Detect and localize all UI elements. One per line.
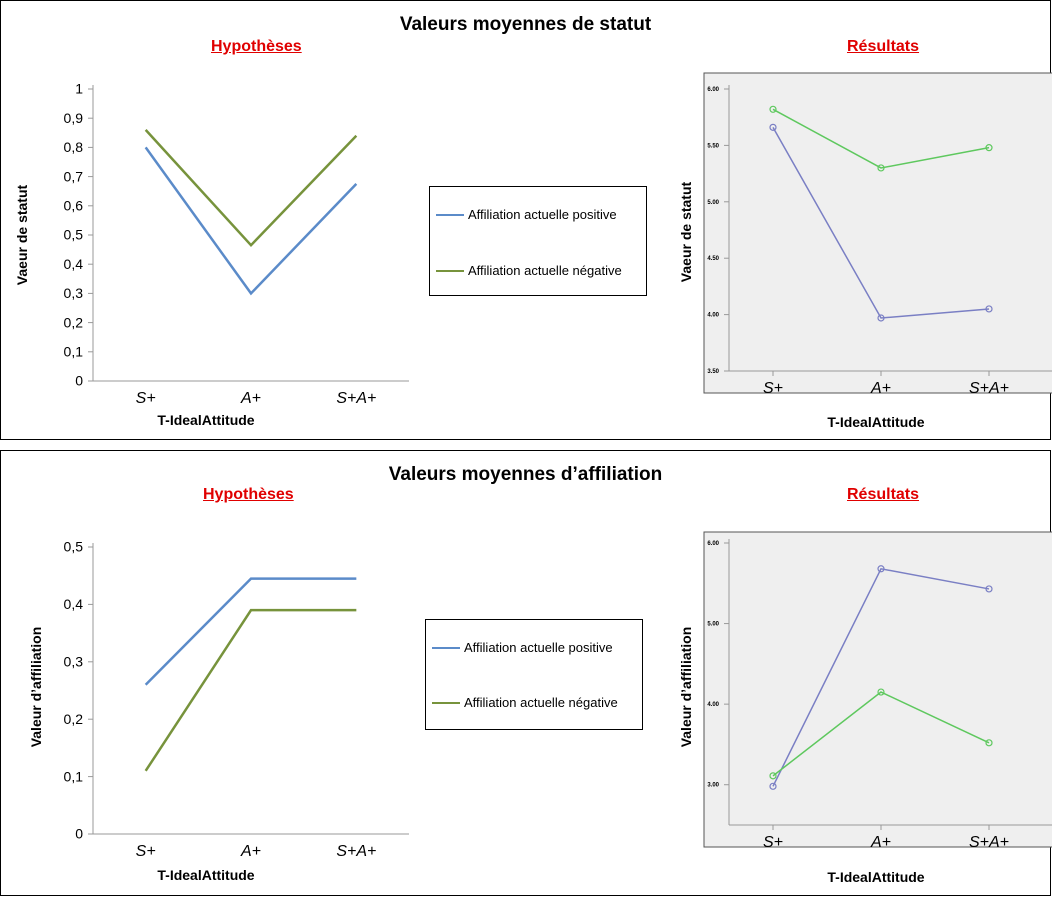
data-point-positive [985, 585, 993, 593]
legend-label-positive: Affiliation actuelle positive [468, 207, 617, 222]
series-line-positive [144, 146, 358, 296]
data-point-negative [877, 688, 885, 696]
y-tick-label: 0,4 [64, 256, 84, 272]
affiliation-legend-negative: Affiliation actuelle négative [432, 695, 618, 710]
y-tick-label: 0,2 [64, 711, 84, 727]
y-tick-label: 0,2 [64, 314, 84, 330]
y-tick-label: 0,5 [64, 539, 84, 555]
y-tick-label: 5.00 [707, 200, 719, 206]
x-axis-title: T-IdealAttitude [827, 869, 924, 885]
x-category-label: S+A+ [336, 843, 376, 860]
legend-line-positive-icon [432, 646, 460, 649]
status-legend-negative: Affiliation actuelle négative [436, 263, 622, 278]
y-axis-title: Vaeur de statut [14, 184, 30, 285]
series-line-negative [144, 608, 357, 772]
y-tick-label: 4.00 [707, 702, 719, 708]
data-point-positive [877, 565, 885, 573]
x-category-label: S+ [136, 390, 156, 407]
status-results-title: Résultats [847, 38, 920, 55]
y-tick-label: 0 [75, 826, 83, 842]
x-category-label: S+ [136, 843, 156, 860]
x-category-label: A+ [240, 843, 261, 860]
y-tick-label: 0,1 [64, 768, 84, 784]
y-tick-label: 3.50 [707, 369, 719, 375]
status-legend: Affiliation actuelle positive Affiliatio… [429, 186, 647, 296]
y-tick-label: 1 [75, 81, 83, 97]
y-tick-label: 0,8 [64, 139, 84, 155]
status-hypotheses-title: Hypothèses [211, 38, 302, 55]
y-tick-label: 0,5 [64, 227, 84, 243]
affiliation-results-title: Résultats [847, 486, 920, 503]
affiliation-legend: Affiliation actuelle positive Affiliatio… [425, 619, 643, 730]
y-tick-label: 5.50 [707, 143, 719, 149]
y-tick-label: 0,1 [64, 343, 84, 359]
y-tick-label: 4.50 [707, 256, 719, 262]
data-point-positive [769, 123, 777, 131]
y-tick-label: 5.00 [707, 622, 719, 628]
status-panel-title: Valeurs moyennes de statut [399, 14, 652, 35]
data-point-negative [877, 164, 885, 172]
y-tick-label: 0,3 [64, 653, 84, 669]
y-tick-label: 6.00 [707, 541, 719, 547]
series-line-positive [144, 577, 357, 686]
plot-background [703, 72, 1052, 394]
y-tick-label: 3.00 [707, 783, 719, 789]
affiliation-results-chart: 3.004.005.006.00S+ A+ S+A+T-IdealAttitudeV… [678, 531, 1052, 885]
series-line-negative [772, 691, 990, 777]
series-line-positive [772, 126, 990, 319]
x-axis-title: T-IdealAttitude [157, 412, 254, 428]
legend-line-positive-icon [436, 213, 464, 216]
y-tick-label: 0,9 [64, 110, 84, 126]
data-point-negative [769, 772, 777, 780]
status-legend-positive: Affiliation actuelle positive [436, 207, 617, 222]
y-tick-label: 0 [75, 373, 83, 389]
y-tick-label: 0,4 [64, 596, 84, 612]
x-category-label: S+ [763, 380, 783, 397]
series-line-positive [772, 567, 990, 787]
x-category-label: S+ [763, 834, 783, 851]
y-tick-label: 0,6 [64, 197, 84, 213]
x-category-label: A+ [870, 380, 891, 397]
x-axis-title: T-IdealAttitude [827, 414, 924, 430]
legend-line-negative-icon [432, 701, 460, 704]
x-category-label: S+A+ [969, 380, 1009, 397]
y-tick-label: 4.00 [707, 313, 719, 319]
x-axis-title: T-IdealAttitude [157, 867, 254, 883]
affiliation-hypotheses-title: Hypothèses [203, 486, 294, 503]
affiliation-legend-positive: Affiliation actuelle positive [432, 640, 613, 655]
plot-background [703, 531, 1052, 848]
data-point-negative [985, 739, 993, 747]
y-axis-title: Valeur d’affiliation [28, 627, 44, 748]
legend-line-negative-icon [436, 269, 464, 272]
y-tick-label: 6.00 [707, 87, 719, 93]
affiliation-hypotheses-chart: 00,10,20,30,40,5S+ A+ S+A+T-IdealAttitudeV… [28, 539, 409, 883]
series-line-negative [144, 129, 358, 248]
legend-label-positive: Affiliation actuelle positive [464, 640, 613, 655]
y-tick-label: 0,3 [64, 285, 84, 301]
x-category-label: S+A+ [336, 390, 376, 407]
x-category-label: S+A+ [969, 834, 1009, 851]
data-point-positive [769, 782, 777, 790]
status-panel: Valeurs moyennes de statut Hypothèses Ré… [0, 0, 1052, 440]
y-axis-title: Valeur d’affiliation [678, 627, 694, 748]
affiliation-panel: Valeurs moyennes d’affiliation Hypothèse… [0, 450, 1052, 896]
x-category-label: A+ [870, 834, 891, 851]
data-point-negative [769, 105, 777, 113]
series-line-negative [772, 108, 990, 169]
x-category-label: A+ [240, 390, 261, 407]
legend-label-negative: Affiliation actuelle négative [464, 695, 618, 710]
affiliation-panel-title: Valeurs moyennes d’affiliation [388, 464, 663, 485]
data-point-positive [985, 305, 993, 313]
y-axis-title: Vaeur de statut [678, 181, 694, 282]
y-tick-label: 0,7 [64, 168, 84, 184]
data-point-negative [985, 144, 993, 152]
legend-label-negative: Affiliation actuelle négative [468, 263, 622, 278]
status-results-chart: 3.504.004.505.005.506.00S+ A+ S+A+T-IdealA… [678, 72, 1052, 430]
status-hypotheses-chart: 00,10,20,30,40,50,60,70,80,91S+ A+ S+A+T-I… [14, 81, 409, 428]
data-point-positive [877, 314, 885, 322]
